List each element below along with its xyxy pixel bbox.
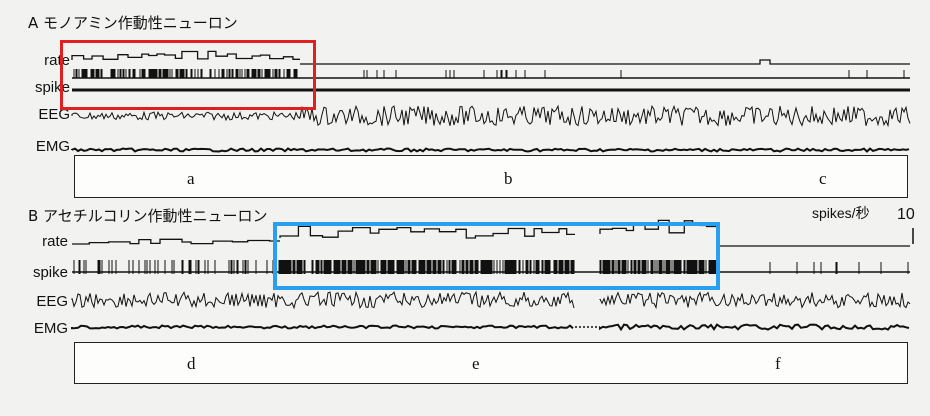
stage-label-c: c	[819, 169, 827, 188]
trace-label-rate-a: rate	[44, 52, 70, 69]
emg-trace-b2	[599, 323, 910, 332]
stage-label-e: e	[472, 354, 480, 373]
panel-a-stage-bar: a b c	[74, 155, 908, 198]
rate-trace-b-high	[279, 225, 575, 239]
blue-highlight-box	[273, 222, 720, 290]
spike-ticks-a-late	[848, 70, 905, 78]
scale-unit-label: spikes/秒	[812, 205, 870, 221]
trace-label-emg-a: EMG	[35, 138, 70, 155]
spike-ticks-b-dense	[279, 260, 575, 274]
trace-label-spike-b: spike	[32, 264, 68, 281]
scale-value-label: 10	[897, 206, 915, 223]
panel-a-traces	[71, 50, 911, 153]
trace-label-eeg-a: EEG	[38, 106, 70, 123]
eeg-trace-a-wake	[71, 110, 301, 122]
emg-trace-b	[71, 324, 574, 330]
panel-b-stage-bar: d e f	[74, 342, 908, 384]
spike-ticks-a-sparse	[363, 70, 622, 78]
trace-label-eeg-b: EEG	[36, 293, 68, 310]
red-highlight-box	[60, 40, 316, 110]
panel-b-title: B アセチルコリン作動性ニューロン	[28, 207, 268, 225]
trace-label-rate-b: rate	[42, 233, 68, 250]
stage-label-f: f	[775, 354, 781, 373]
eeg-trace-b	[71, 290, 575, 310]
rate-trace-b-low	[72, 238, 280, 245]
stage-label-a: a	[187, 169, 195, 188]
stage-label-b: b	[504, 169, 513, 188]
panel-a-title: A モノアミン作動性ニューロン	[28, 14, 238, 32]
rate-trace-a-quiet	[300, 59, 910, 65]
eeg-trace-b2	[599, 291, 911, 310]
spike-ticks-b-tail	[769, 262, 909, 274]
stage-label-d: d	[187, 354, 196, 373]
eeg-trace-a-sleep	[299, 104, 911, 128]
spike-ticks-a-active	[73, 69, 298, 78]
panel-b-traces	[71, 219, 914, 332]
spike-ticks-b-low	[73, 260, 280, 274]
spike-ticks-b-dense2	[599, 260, 717, 274]
trace-label-emg-b: EMG	[33, 320, 68, 337]
rate-trace-a-active	[71, 50, 300, 60]
emg-trace-a	[71, 147, 910, 153]
